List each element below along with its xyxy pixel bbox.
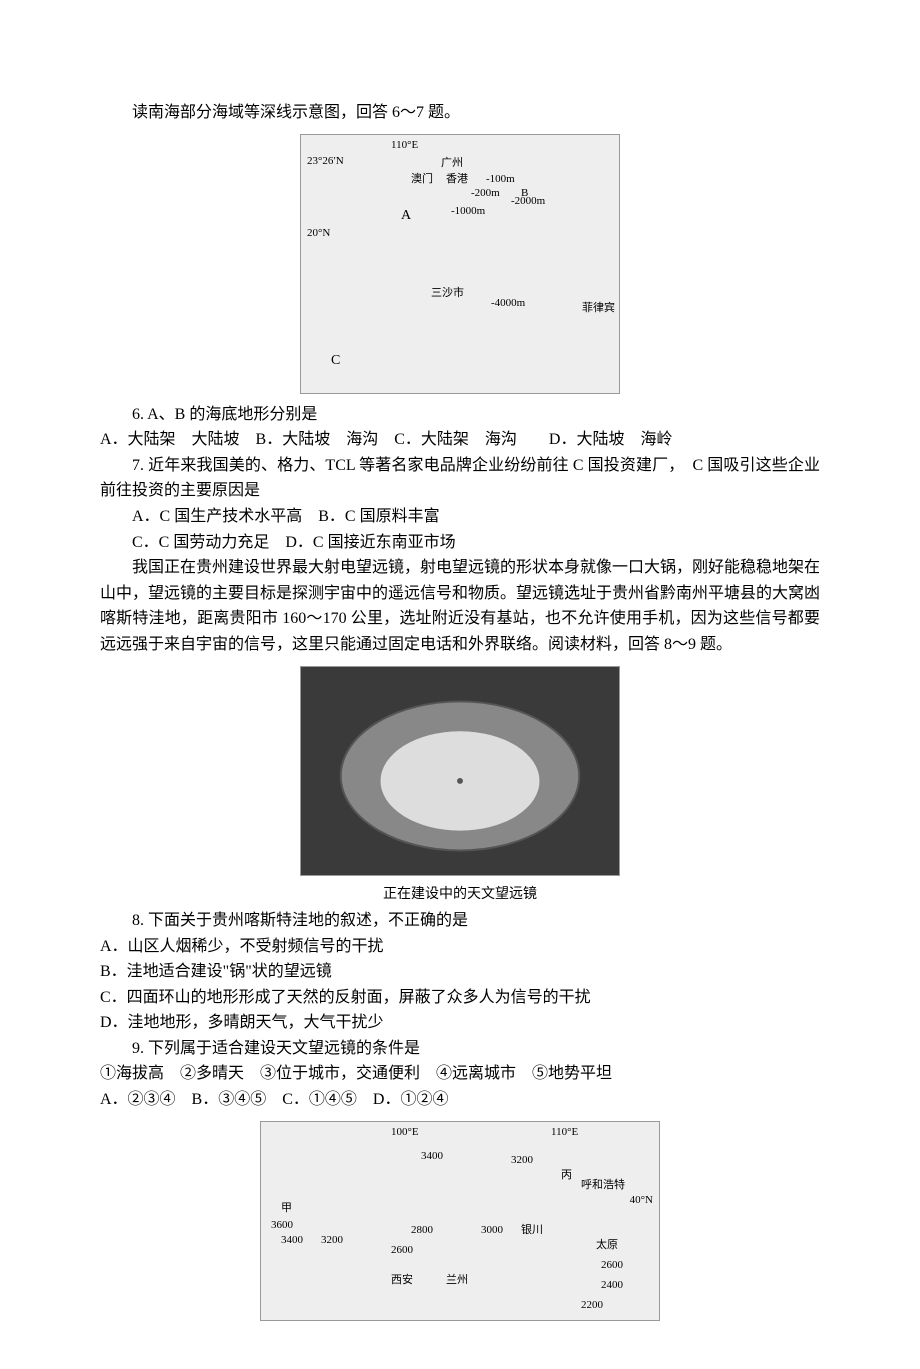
fig3-yinchuan: 银川 — [521, 1222, 543, 1240]
q8-opt-c: C．四面环山的地形形成了天然的反射面，屏蔽了众多人为信号的干扰 — [100, 985, 820, 1011]
q9-options: A．②③④ B．③④⑤ C．①④⑤ D．①②④ — [100, 1087, 820, 1113]
fig3-jia: 甲 — [281, 1200, 292, 1218]
q8-stem: 8. 下面关于贵州喀斯特洼地的叙述，不正确的是 — [100, 908, 820, 934]
fig1-sansha: 三沙市 — [431, 285, 464, 303]
fig3-xian: 西安 — [391, 1272, 413, 1290]
fig3-lanzhou: 兰州 — [446, 1272, 468, 1290]
q8-opt-b: B．洼地适合建设"锅"状的望远镜 — [100, 959, 820, 985]
fig3-h2600b: 2600 — [601, 1257, 623, 1275]
fig3-h2400: 2400 — [601, 1277, 623, 1295]
fig1-lat1: 23°26′N — [307, 153, 344, 171]
figure-2-caption: 正在建设中的天文望远镜 — [100, 884, 820, 906]
fig3-taiyuan: 太原 — [596, 1237, 618, 1255]
q6-stem: 6. A、B 的海底地形分别是 — [100, 402, 820, 428]
figure-1-map: 110°E 23°26′N 20°N 广州 澳门 香港 -100m -200m … — [300, 134, 620, 394]
intro-1: 读南海部分海域等深线示意图，回答 6～7 题。 — [100, 100, 820, 126]
fig1-A: A — [401, 205, 411, 227]
fig3-h3200b: 3200 — [321, 1232, 343, 1250]
figure-1-wrapper: 110°E 23°26′N 20°N 广州 澳门 香港 -100m -200m … — [100, 134, 820, 394]
fig3-lon100: 100°E — [391, 1124, 419, 1142]
fig3-h3000: 3000 — [481, 1222, 503, 1240]
fig3-lon110: 110°E — [551, 1124, 578, 1142]
fig3-bing: 丙 — [561, 1167, 572, 1185]
fig1-ph: 菲律宾 — [582, 300, 615, 318]
intro-2: 我国正在贵州建设世界最大射电望远镜，射电望远镜的形状本身就像一口大锅，刚好能稳稳… — [100, 555, 820, 657]
fig3-hohhot: 呼和浩特 — [581, 1177, 625, 1195]
q8-opt-a: A．山区人烟稀少，不受射频信号的干扰 — [100, 934, 820, 960]
fig1-guangzhou: 广州 — [441, 155, 463, 173]
q6-options: A．大陆架 大陆坡 B．大陆坡 海沟 C．大陆架 海沟 D．大陆坡 海岭 — [100, 427, 820, 453]
figure-3-map: 100°E 110°E 40°N 3400 3200 丙 呼和浩特 甲 3600… — [260, 1121, 660, 1321]
fig1-d2000: -2000m — [511, 193, 545, 211]
figure-3-wrapper: 100°E 110°E 40°N 3400 3200 丙 呼和浩特 甲 3600… — [100, 1121, 820, 1321]
q9-items: ①海拔高 ②多晴天 ③位于城市，交通便利 ④远离城市 ⑤地势平坦 — [100, 1061, 820, 1087]
fig3-lat40: 40°N — [630, 1192, 653, 1210]
fig3-h3200a: 3200 — [511, 1152, 533, 1170]
fig3-h2600a: 2600 — [391, 1242, 413, 1260]
q7-stem: 7. 近年来我国美的、格力、TCL 等著名家电品牌企业纷纷前往 C 国投资建厂，… — [100, 453, 820, 504]
fig1-d200: -200m — [471, 185, 500, 203]
q7-opt-c: C．C 国劳动力充足 D．C 国接近东南亚市场 — [100, 530, 820, 556]
fig1-d4000: -4000m — [491, 295, 525, 313]
q9-stem: 9. 下列属于适合建设天文望远镜的条件是 — [100, 1036, 820, 1062]
q8-opt-d: D．洼地地形，多晴朗天气，大气干扰少 — [100, 1010, 820, 1036]
figure-2-wrapper: 正在建设中的天文望远镜 — [100, 666, 820, 906]
fig3-h2200: 2200 — [581, 1297, 603, 1315]
fig3-h3400a: 3400 — [421, 1148, 443, 1166]
figure-2-photo — [300, 666, 620, 876]
fig1-d1000: -1000m — [451, 203, 485, 221]
fig1-lat2: 20°N — [307, 225, 330, 243]
fig1-lon: 110°E — [391, 137, 418, 155]
fig1-C: C — [331, 350, 340, 372]
fig1-macau: 澳门 — [411, 171, 433, 189]
fig3-h3400b: 3400 — [281, 1232, 303, 1250]
telescope-icon — [301, 666, 619, 876]
fig3-h2800: 2800 — [411, 1222, 433, 1240]
fig1-hk: 香港 — [446, 171, 468, 189]
q7-opt-a: A．C 国生产技术水平高 B．C 国原料丰富 — [100, 504, 820, 530]
